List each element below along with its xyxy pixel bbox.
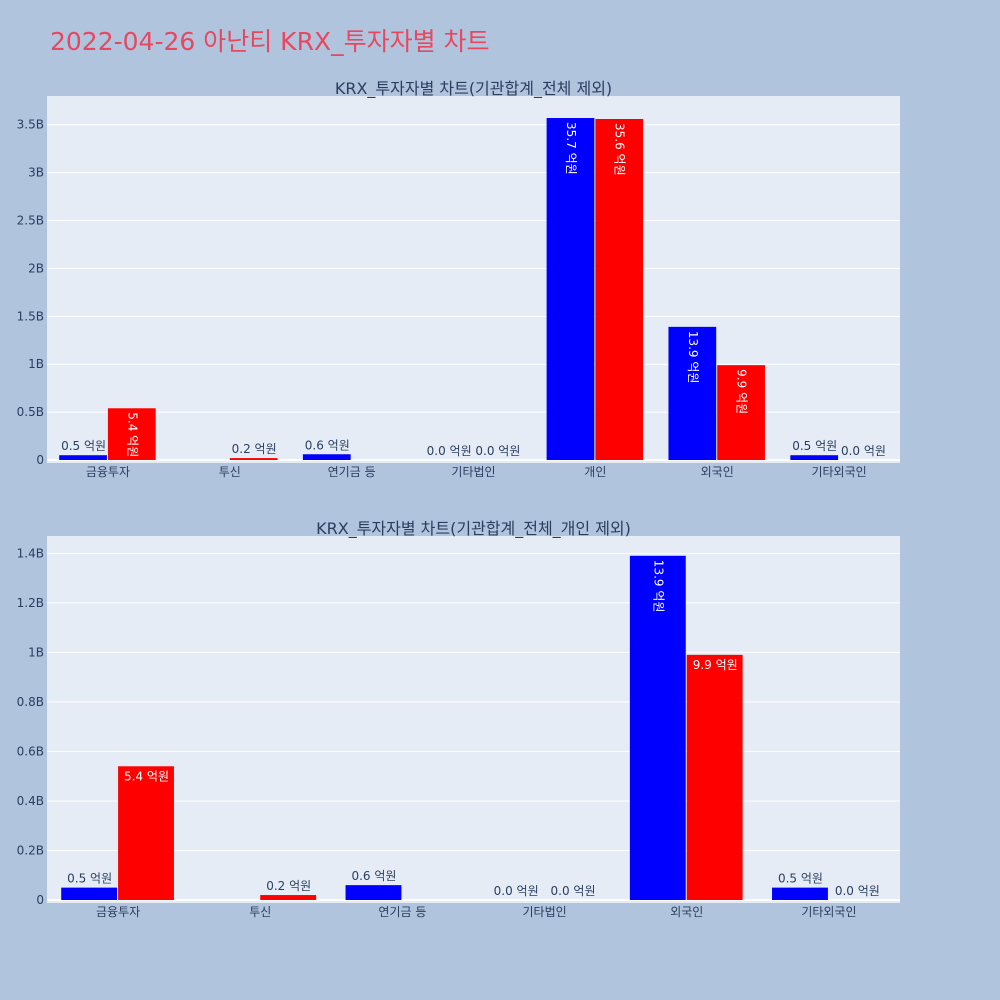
x-tick-label: 투신 [219, 465, 241, 479]
bar [59, 455, 107, 460]
data-label: 0.0 억원 [841, 444, 886, 458]
data-label: 35.7 억원 [564, 122, 578, 175]
y-tick-label: 3.5B [17, 118, 44, 132]
bar [546, 118, 595, 460]
bar [717, 365, 765, 460]
y-tick-label: 0.8B [17, 695, 44, 709]
bar [345, 885, 402, 900]
x-tick-label: 기타외국인 [801, 905, 856, 919]
data-label: 0.6 억원 [305, 438, 350, 452]
bar [229, 458, 278, 460]
y-tick-label: 1.2B [17, 596, 44, 610]
chart-1: 0 0.5B 1B 1.5B 2B 2.5B 3B 3.5B KRX_투자자별 차트(기관합계_… [17, 79, 900, 479]
data-label: 13.9 억원 [651, 560, 665, 613]
data-label: 5.4 억원 [125, 412, 139, 457]
data-label: 5.4 억원 [124, 769, 169, 783]
data-label: 0.5 억원 [778, 872, 823, 886]
chart-title: KRX_투자자별 차트(기관합계_전체 제외) [335, 79, 612, 99]
y-tick-label: 1B [28, 645, 44, 659]
chart-2: 0 0.2B 0.4B 0.6B 0.8B 1B 1.2B 1.4B KRX_투자자별 차트(기… [17, 519, 900, 919]
plot-area [47, 536, 900, 903]
x-tick-label: 금융투자 [86, 465, 130, 479]
data-label: 0.2 억원 [266, 879, 311, 893]
y-tick-label: 2.5B [17, 214, 44, 228]
y-tick-label: 2B [28, 261, 44, 275]
data-label: 13.9 억원 [686, 331, 700, 384]
data-label: 0.0 억원 [835, 884, 880, 898]
x-tick-label: 외국인 [701, 465, 734, 479]
data-label: 0.0 억원 [494, 884, 539, 898]
y-tick-label: 3B [28, 166, 44, 180]
data-label: 0.5 억원 [61, 439, 106, 453]
data-label: 0.6 억원 [351, 869, 396, 883]
plot-area [47, 96, 900, 463]
x-tick-label: 금융투자 [96, 905, 140, 919]
data-label: 0.0 억원 [427, 444, 472, 458]
x-tick-label: 기타법인 [522, 905, 566, 919]
y-tick-label: 0.2B [17, 843, 44, 857]
y-tick-label: 0 [36, 893, 44, 907]
bar [260, 895, 317, 900]
y-tick-label: 0.6B [17, 744, 44, 758]
y-tick-label: 0 [36, 453, 44, 467]
y-tick-label: 1.5B [17, 309, 44, 323]
bar [790, 455, 839, 460]
bar [772, 887, 828, 900]
data-label: 0.0 억원 [551, 884, 596, 898]
x-tick-label: 투신 [249, 905, 271, 919]
x-tick-label: 연기금 등 [378, 905, 426, 919]
x-tick-label: 기타외국인 [811, 465, 866, 479]
data-label: 9.9 억원 [735, 369, 749, 414]
y-tick-label: 1B [28, 357, 44, 371]
y-tick-label: 1.4B [17, 546, 44, 560]
data-label: 0.2 억원 [232, 442, 277, 456]
chart-title: KRX_투자자별 차트(기관합계_전체_개인 제외) [316, 519, 631, 539]
bar [595, 118, 644, 460]
page-title: 2022-04-26 아난티 KRX_투자자별 차트 [50, 27, 490, 56]
x-tick-label: 외국인 [670, 905, 703, 919]
data-label: 0.5 억원 [67, 872, 112, 886]
bar [668, 326, 717, 460]
data-label: 9.9 억원 [693, 658, 738, 672]
bar [118, 766, 174, 900]
x-tick-label: 연기금 등 [328, 465, 376, 479]
y-tick-label: 0.4B [17, 794, 44, 808]
bar [107, 408, 156, 460]
data-label: 0.5 억원 [792, 439, 837, 453]
data-label: 35.6 억원 [613, 123, 627, 176]
x-tick-label: 기타법인 [451, 465, 495, 479]
bar [629, 555, 686, 900]
bar [686, 654, 743, 900]
bar [302, 454, 351, 460]
data-label: 0.0 억원 [475, 444, 520, 458]
bar [61, 887, 118, 900]
y-tick-label: 0.5B [17, 405, 44, 419]
x-tick-label: 개인 [584, 465, 606, 479]
